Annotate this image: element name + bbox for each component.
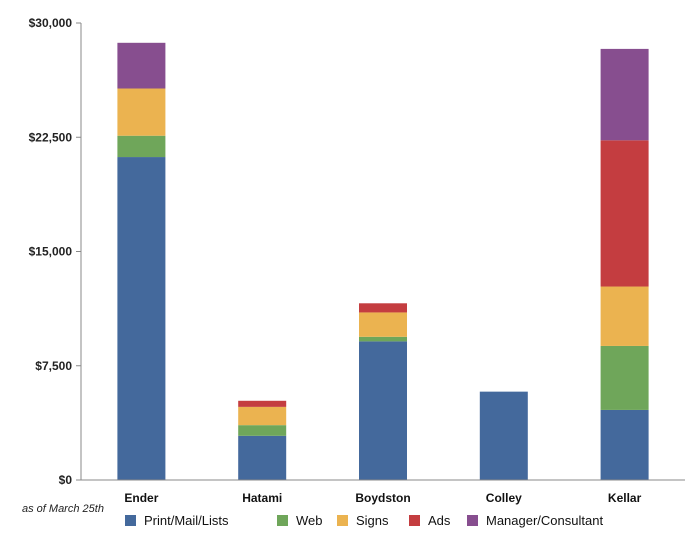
- bar-segment: [117, 42, 166, 89]
- bar-segment: [359, 303, 407, 313]
- bar-stack-boydston: [359, 303, 407, 480]
- legend-label: Print/Mail/Lists: [144, 513, 229, 528]
- legend-label: Manager/Consultant: [486, 513, 603, 528]
- bar-segment: [600, 286, 649, 346]
- bar-segment: [117, 88, 166, 136]
- legend-swatch: [277, 515, 288, 526]
- y-tick-label: $15,000: [29, 245, 73, 259]
- y-tick-label: $7,500: [35, 359, 72, 373]
- bar-stack-colley: [479, 391, 528, 480]
- legend-label: Web: [296, 513, 323, 528]
- bars: [117, 42, 649, 480]
- bar-segment: [238, 406, 287, 426]
- legend-item: Manager/Consultant: [467, 513, 603, 528]
- y-tick-label: $22,500: [29, 130, 73, 144]
- legend-swatch: [337, 515, 348, 526]
- x-axis: Ender Hatami Boydston Colley Kellar: [81, 479, 685, 505]
- bar-segment: [600, 48, 649, 141]
- legend-item: Ads: [409, 513, 451, 528]
- bar-segment: [117, 135, 166, 158]
- bar-segment: [238, 400, 287, 407]
- legend-swatch: [409, 515, 420, 526]
- annotation-as-of: as of March 25th: [22, 503, 104, 515]
- legend-item: Signs: [337, 513, 389, 528]
- bar-segment: [600, 140, 649, 287]
- bar-segment: [359, 336, 407, 342]
- bar-segment: [600, 345, 649, 410]
- legend: Print/Mail/Lists Web Signs Ads Manager/Consu…: [125, 513, 603, 528]
- legend-item: Web: [277, 513, 323, 528]
- legend-label: Signs: [356, 513, 389, 528]
- legend-swatch: [467, 515, 478, 526]
- bar-segment: [117, 157, 166, 480]
- x-tick-label: Hatami: [242, 491, 282, 505]
- bar-stack-kellar: [600, 48, 649, 480]
- y-axis: $0 $7,500 $15,000 $22,500 $30,000: [29, 16, 82, 487]
- bar-segment: [359, 312, 407, 337]
- x-tick-label: Boydston: [355, 491, 410, 505]
- x-tick-label: Ender: [124, 491, 158, 505]
- bar-segment: [600, 409, 649, 480]
- legend-swatch: [125, 515, 136, 526]
- y-tick-label: $0: [59, 473, 73, 487]
- x-tick-label: Colley: [486, 491, 522, 505]
- legend-label: Ads: [428, 513, 451, 528]
- bar-segment: [238, 425, 287, 436]
- bar-stack-ender: [117, 42, 166, 480]
- legend-item: Print/Mail/Lists: [125, 513, 229, 528]
- y-tick-label: $30,000: [29, 16, 73, 30]
- bar-segment: [479, 391, 528, 480]
- bar-stack-hatami: [238, 400, 287, 480]
- x-tick-label: Kellar: [608, 491, 642, 505]
- bar-segment: [238, 435, 287, 480]
- bar-segment: [359, 341, 407, 480]
